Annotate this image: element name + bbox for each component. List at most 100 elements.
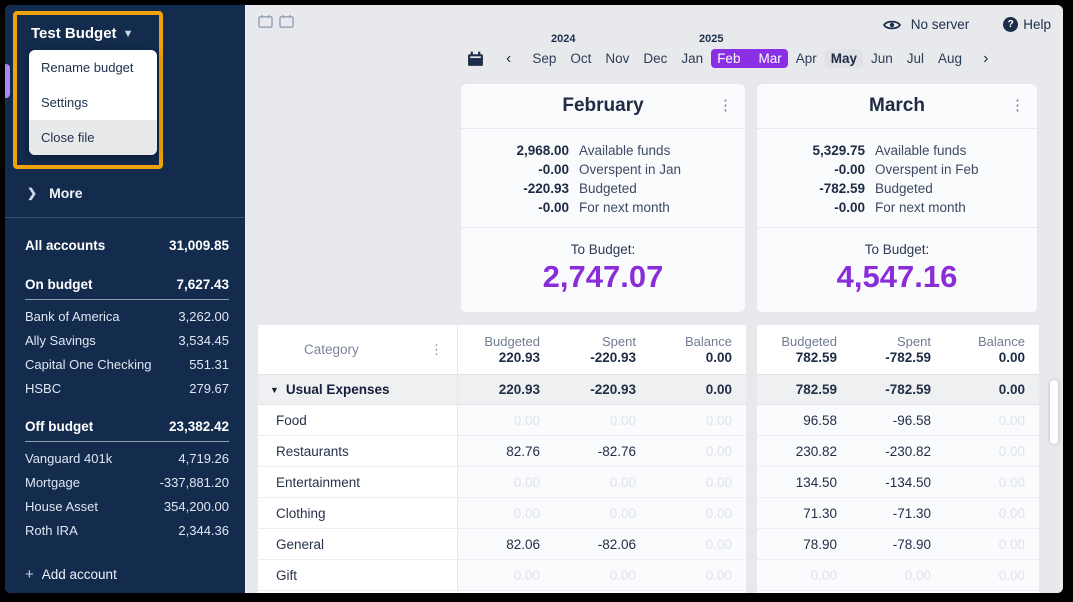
account-item[interactable]: Mortgage -337,881.20 (5, 470, 245, 494)
balance-cell[interactable]: 0.00 (998, 474, 1025, 490)
account-item[interactable]: Ally Savings 3,534.45 (5, 328, 245, 352)
to-budget-amount[interactable]: 4,547.16 (836, 259, 958, 294)
budgeted-cell[interactable]: 82.76 (506, 443, 540, 459)
spent-cell[interactable]: -134.50 (885, 474, 931, 490)
off-budget-row[interactable]: Off budget 23,382.42 (25, 416, 229, 442)
budgeted-value[interactable]: -220.93 (523, 181, 569, 196)
server-status-button[interactable]: No server (882, 17, 969, 32)
month-jul[interactable]: Jul (906, 51, 925, 66)
month-jun[interactable]: Jun (870, 51, 893, 66)
balance-cell[interactable]: 0.00 (998, 443, 1025, 459)
balance-cell[interactable]: 0.00 (998, 567, 1025, 583)
category-name[interactable]: Entertainment (276, 474, 361, 490)
spent-cell[interactable]: -230.82 (885, 443, 931, 459)
account-item[interactable]: House Asset 354,200.00 (5, 494, 245, 518)
month-aug[interactable]: Aug (938, 51, 963, 66)
budgeted-cell[interactable]: 0.00 (513, 505, 540, 521)
balance-cell[interactable]: 0.00 (705, 412, 732, 428)
category-name[interactable]: General (276, 536, 325, 552)
budgeted-value[interactable]: -782.59 (819, 181, 865, 196)
spent-cell[interactable]: 0.00 (609, 412, 636, 428)
balance-cell[interactable]: 0.00 (998, 536, 1025, 552)
account-item[interactable]: Vanguard 401k 4,719.26 (5, 446, 245, 470)
calendar-picker-icon[interactable] (467, 51, 484, 67)
balance-cell[interactable]: 0.00 (705, 505, 732, 521)
budgeted-cell[interactable]: 230.82 (795, 443, 837, 459)
month-menu-icon[interactable]: ⋮ (718, 97, 733, 114)
account-item[interactable]: Roth IRA 2,344.36 (5, 518, 245, 542)
next-month-arrow[interactable]: › (983, 49, 989, 67)
overspent-value[interactable]: -0.00 (834, 162, 865, 177)
balance-cell[interactable]: 0.00 (705, 474, 732, 490)
budgeted-cell[interactable]: 82.06 (506, 536, 540, 552)
month-may-current[interactable]: May (824, 49, 863, 68)
help-button[interactable]: ? Help (1003, 17, 1051, 32)
month-dec[interactable]: Dec (643, 51, 668, 66)
category-row[interactable]: General (258, 529, 457, 560)
spent-cell[interactable]: -82.76 (597, 443, 636, 459)
category-row[interactable]: Clothing (258, 498, 457, 529)
group-row-usual-expenses[interactable]: ▼ Usual Expenses (258, 375, 457, 405)
month-mar-selected[interactable]: Mar (749, 49, 788, 68)
spent-cell[interactable]: -78.90 (892, 536, 931, 552)
category-row[interactable]: Entertainment (258, 467, 457, 498)
category-row[interactable]: Food (258, 405, 457, 436)
budgeted-cell[interactable]: 0.00 (513, 412, 540, 428)
category-name[interactable]: Gift (276, 567, 298, 583)
menu-item-rename-budget[interactable]: Rename budget (41, 60, 134, 75)
spent-cell[interactable]: 0.00 (609, 474, 636, 490)
available-funds-value[interactable]: 2,968.00 (516, 143, 569, 158)
overspent-value[interactable]: -0.00 (538, 162, 569, 177)
balance-cell[interactable]: 0.00 (998, 505, 1025, 521)
collapse-triangle-icon[interactable]: ▼ (270, 384, 279, 395)
budgeted-cell[interactable]: 0.00 (513, 567, 540, 583)
month-nov[interactable]: Nov (605, 51, 630, 66)
budgeted-cell[interactable]: 71.30 (803, 505, 837, 521)
budget-name-dropdown[interactable]: Test Budget ▼ (17, 17, 159, 50)
account-item[interactable]: HSBC 279.67 (5, 376, 245, 400)
category-row[interactable]: Gift (258, 560, 457, 591)
balance-cell[interactable]: 0.00 (705, 443, 732, 459)
category-name[interactable]: Food (276, 412, 307, 428)
spent-cell[interactable]: 0.00 (904, 567, 931, 583)
month-sep[interactable]: Sep (532, 51, 557, 66)
to-budget-amount[interactable]: 2,747.07 (542, 259, 664, 294)
next-month-value[interactable]: -0.00 (834, 200, 865, 215)
all-accounts-row[interactable]: All accounts 31,009.85 (5, 232, 245, 258)
account-item[interactable]: Capital One Checking 551.31 (5, 352, 245, 376)
category-name[interactable]: Restaurants (276, 443, 349, 459)
on-budget-row[interactable]: On budget 7,627.43 (25, 274, 229, 300)
category-row[interactable]: Restaurants (258, 436, 457, 467)
calendar-icon[interactable] (258, 14, 273, 28)
category-name[interactable]: Clothing (276, 505, 326, 521)
budgeted-cell[interactable]: 134.50 (795, 474, 837, 490)
vertical-scrollbar[interactable] (1050, 380, 1058, 444)
budgeted-cell[interactable]: 96.58 (803, 412, 837, 428)
next-month-value[interactable]: -0.00 (538, 200, 569, 215)
month-jan[interactable]: Jan (681, 51, 704, 66)
menu-item-close-file[interactable]: Close file (29, 120, 157, 155)
balance-cell[interactable]: 0.00 (705, 536, 732, 552)
sidebar-more-toggle[interactable]: ❯ More (27, 185, 245, 201)
budgeted-cell[interactable]: 0.00 (810, 567, 837, 583)
balance-cell[interactable]: 0.00 (705, 567, 732, 583)
spent-cell[interactable]: -82.06 (597, 536, 636, 552)
month-menu-icon[interactable]: ⋮ (1010, 97, 1025, 114)
spent-cell[interactable]: 0.00 (609, 567, 636, 583)
spent-cell[interactable]: 0.00 (609, 505, 636, 521)
menu-item-settings[interactable]: Settings (41, 95, 88, 110)
budgeted-cell[interactable]: 0.00 (513, 474, 540, 490)
spent-cell[interactable]: -96.58 (892, 412, 931, 428)
available-funds-value[interactable]: 5,329.75 (812, 143, 865, 158)
month-apr[interactable]: Apr (795, 51, 817, 66)
calendar-icon[interactable] (279, 14, 294, 28)
month-oct[interactable]: Oct (570, 51, 592, 66)
account-item[interactable]: Bank of America 3,262.00 (5, 304, 245, 328)
balance-cell[interactable]: 0.00 (998, 412, 1025, 428)
budgeted-cell[interactable]: 78.90 (803, 536, 837, 552)
month-feb-selected[interactable]: Feb (711, 49, 750, 68)
add-account-button[interactable]: + Add account (25, 566, 117, 583)
spent-cell[interactable]: -71.30 (892, 505, 931, 521)
category-menu-icon[interactable]: ⋮ (430, 341, 443, 357)
prev-month-arrow[interactable]: ‹ (506, 49, 512, 67)
